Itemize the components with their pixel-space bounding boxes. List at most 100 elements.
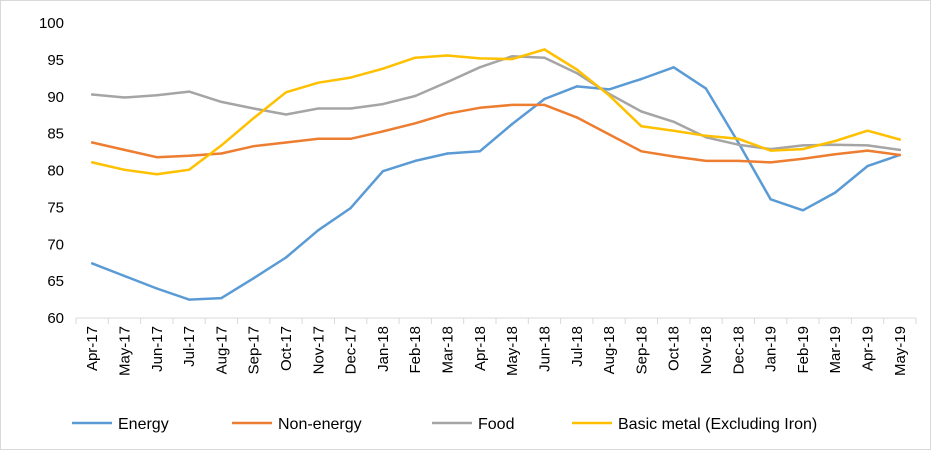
x-tick-label: Jun-18 xyxy=(536,326,553,372)
data-point-energy xyxy=(704,87,708,90)
data-point-basic-metal-excluding-iron xyxy=(414,56,417,59)
data-point-basic-metal-excluding-iron xyxy=(349,76,352,79)
data-point-non-energy xyxy=(414,122,417,125)
data-point-basic-metal-excluding-iron xyxy=(91,161,94,164)
data-point-energy xyxy=(640,77,643,81)
data-point-energy xyxy=(91,262,94,265)
legend-label-energy: Energy xyxy=(118,416,169,433)
data-point-non-energy xyxy=(478,106,481,110)
data-point-energy xyxy=(511,122,514,126)
data-point-food xyxy=(866,144,869,147)
y-tick-label: 60 xyxy=(47,310,64,327)
data-point-basic-metal-excluding-iron xyxy=(252,116,255,120)
x-tick-label: Nov-18 xyxy=(698,326,715,374)
plot-series xyxy=(90,48,902,301)
x-tick-label: Aug-18 xyxy=(601,326,618,374)
data-point-basic-metal-excluding-iron xyxy=(511,57,514,61)
data-point-non-energy xyxy=(866,149,869,152)
data-point-energy xyxy=(801,209,805,212)
data-point-energy xyxy=(414,159,417,163)
data-point-non-energy xyxy=(575,116,578,119)
data-point-basic-metal-excluding-iron xyxy=(478,57,481,60)
data-point-basic-metal-excluding-iron xyxy=(640,125,643,128)
x-tick-label: Mar-19 xyxy=(827,326,844,374)
series-line-non-energy xyxy=(90,103,902,164)
data-point-non-energy xyxy=(155,156,158,159)
y-tick-label: 100 xyxy=(39,15,64,32)
data-point-energy xyxy=(381,170,385,173)
data-point-basic-metal-excluding-iron xyxy=(898,138,901,141)
data-point-food xyxy=(672,120,675,124)
x-tick-label: Jun-17 xyxy=(149,326,166,372)
data-point-non-energy xyxy=(543,103,546,107)
x-tick-label: Mar-18 xyxy=(440,326,457,374)
x-tick-label: Sep-18 xyxy=(633,326,650,374)
data-point-food xyxy=(349,107,352,110)
data-point-energy xyxy=(737,141,740,144)
data-point-food xyxy=(898,148,901,152)
x-tick-label: Jul-17 xyxy=(181,326,198,367)
x-tick-label: Dec-18 xyxy=(730,326,747,374)
x-tick-label: Aug-17 xyxy=(213,326,230,374)
data-point-food xyxy=(381,102,385,106)
data-point-non-energy xyxy=(834,153,837,156)
x-tick-label: Sep-17 xyxy=(246,326,263,374)
data-point-energy xyxy=(187,298,191,301)
x-tick-label: Dec-17 xyxy=(343,326,360,374)
data-point-non-energy xyxy=(737,159,740,163)
data-point-basic-metal-excluding-iron xyxy=(575,68,578,71)
series-line-basic-metal-excluding-iron xyxy=(90,48,902,176)
data-point-energy xyxy=(155,287,158,290)
data-point-basic-metal-excluding-iron xyxy=(801,147,805,151)
data-point-non-energy xyxy=(801,157,805,160)
data-point-food xyxy=(91,93,94,96)
data-point-food xyxy=(252,107,255,110)
x-tick-label: Jan-19 xyxy=(763,326,780,372)
x-tick-label: May-17 xyxy=(116,326,133,376)
y-tick-label: 65 xyxy=(47,273,64,290)
data-point-food xyxy=(737,143,740,146)
x-tick-label: Feb-19 xyxy=(795,326,812,374)
data-point-basic-metal-excluding-iron xyxy=(284,91,288,94)
y-tick-label: 90 xyxy=(47,89,64,106)
data-point-food xyxy=(834,143,837,146)
data-point-food xyxy=(123,96,126,99)
data-point-energy xyxy=(769,198,772,201)
legend-label-basic-metal-excluding-iron: Basic metal (Excluding Iron) xyxy=(618,416,817,433)
data-point-energy xyxy=(866,164,869,168)
data-point-non-energy xyxy=(123,148,126,152)
data-point-non-energy xyxy=(640,150,643,153)
data-point-basic-metal-excluding-iron xyxy=(672,129,675,132)
data-point-non-energy xyxy=(187,154,191,157)
data-point-energy xyxy=(317,229,320,232)
data-point-non-energy xyxy=(91,141,94,144)
data-point-basic-metal-excluding-iron xyxy=(607,94,611,97)
x-tick-label: Oct-17 xyxy=(278,326,295,371)
x-tick-label: Apr-18 xyxy=(472,326,489,371)
x-tick-label: Feb-18 xyxy=(407,326,424,374)
data-point-food xyxy=(155,94,158,97)
data-point-non-energy xyxy=(446,112,449,115)
data-point-energy xyxy=(543,97,546,101)
data-point-basic-metal-excluding-iron xyxy=(123,168,126,171)
data-point-non-energy xyxy=(607,133,611,136)
x-tick-label: May-18 xyxy=(504,326,521,376)
data-point-basic-metal-excluding-iron xyxy=(381,67,385,70)
data-point-energy xyxy=(284,256,288,259)
x-tick-label: Apr-19 xyxy=(860,326,877,371)
data-point-non-energy xyxy=(704,159,708,163)
data-point-basic-metal-excluding-iron xyxy=(769,149,772,152)
data-point-basic-metal-excluding-iron xyxy=(834,139,837,143)
data-point-basic-metal-excluding-iron xyxy=(220,144,223,147)
data-point-food xyxy=(543,56,546,59)
data-point-energy xyxy=(478,150,481,153)
data-point-food xyxy=(640,110,643,113)
data-point-non-energy xyxy=(252,145,255,148)
y-tick-label: 80 xyxy=(47,163,64,180)
data-point-food xyxy=(478,66,481,69)
data-point-basic-metal-excluding-iron xyxy=(446,54,449,57)
series-line-food xyxy=(90,54,902,152)
y-tick-label: 75 xyxy=(47,199,64,216)
x-tick-label: Jul-18 xyxy=(569,326,586,367)
